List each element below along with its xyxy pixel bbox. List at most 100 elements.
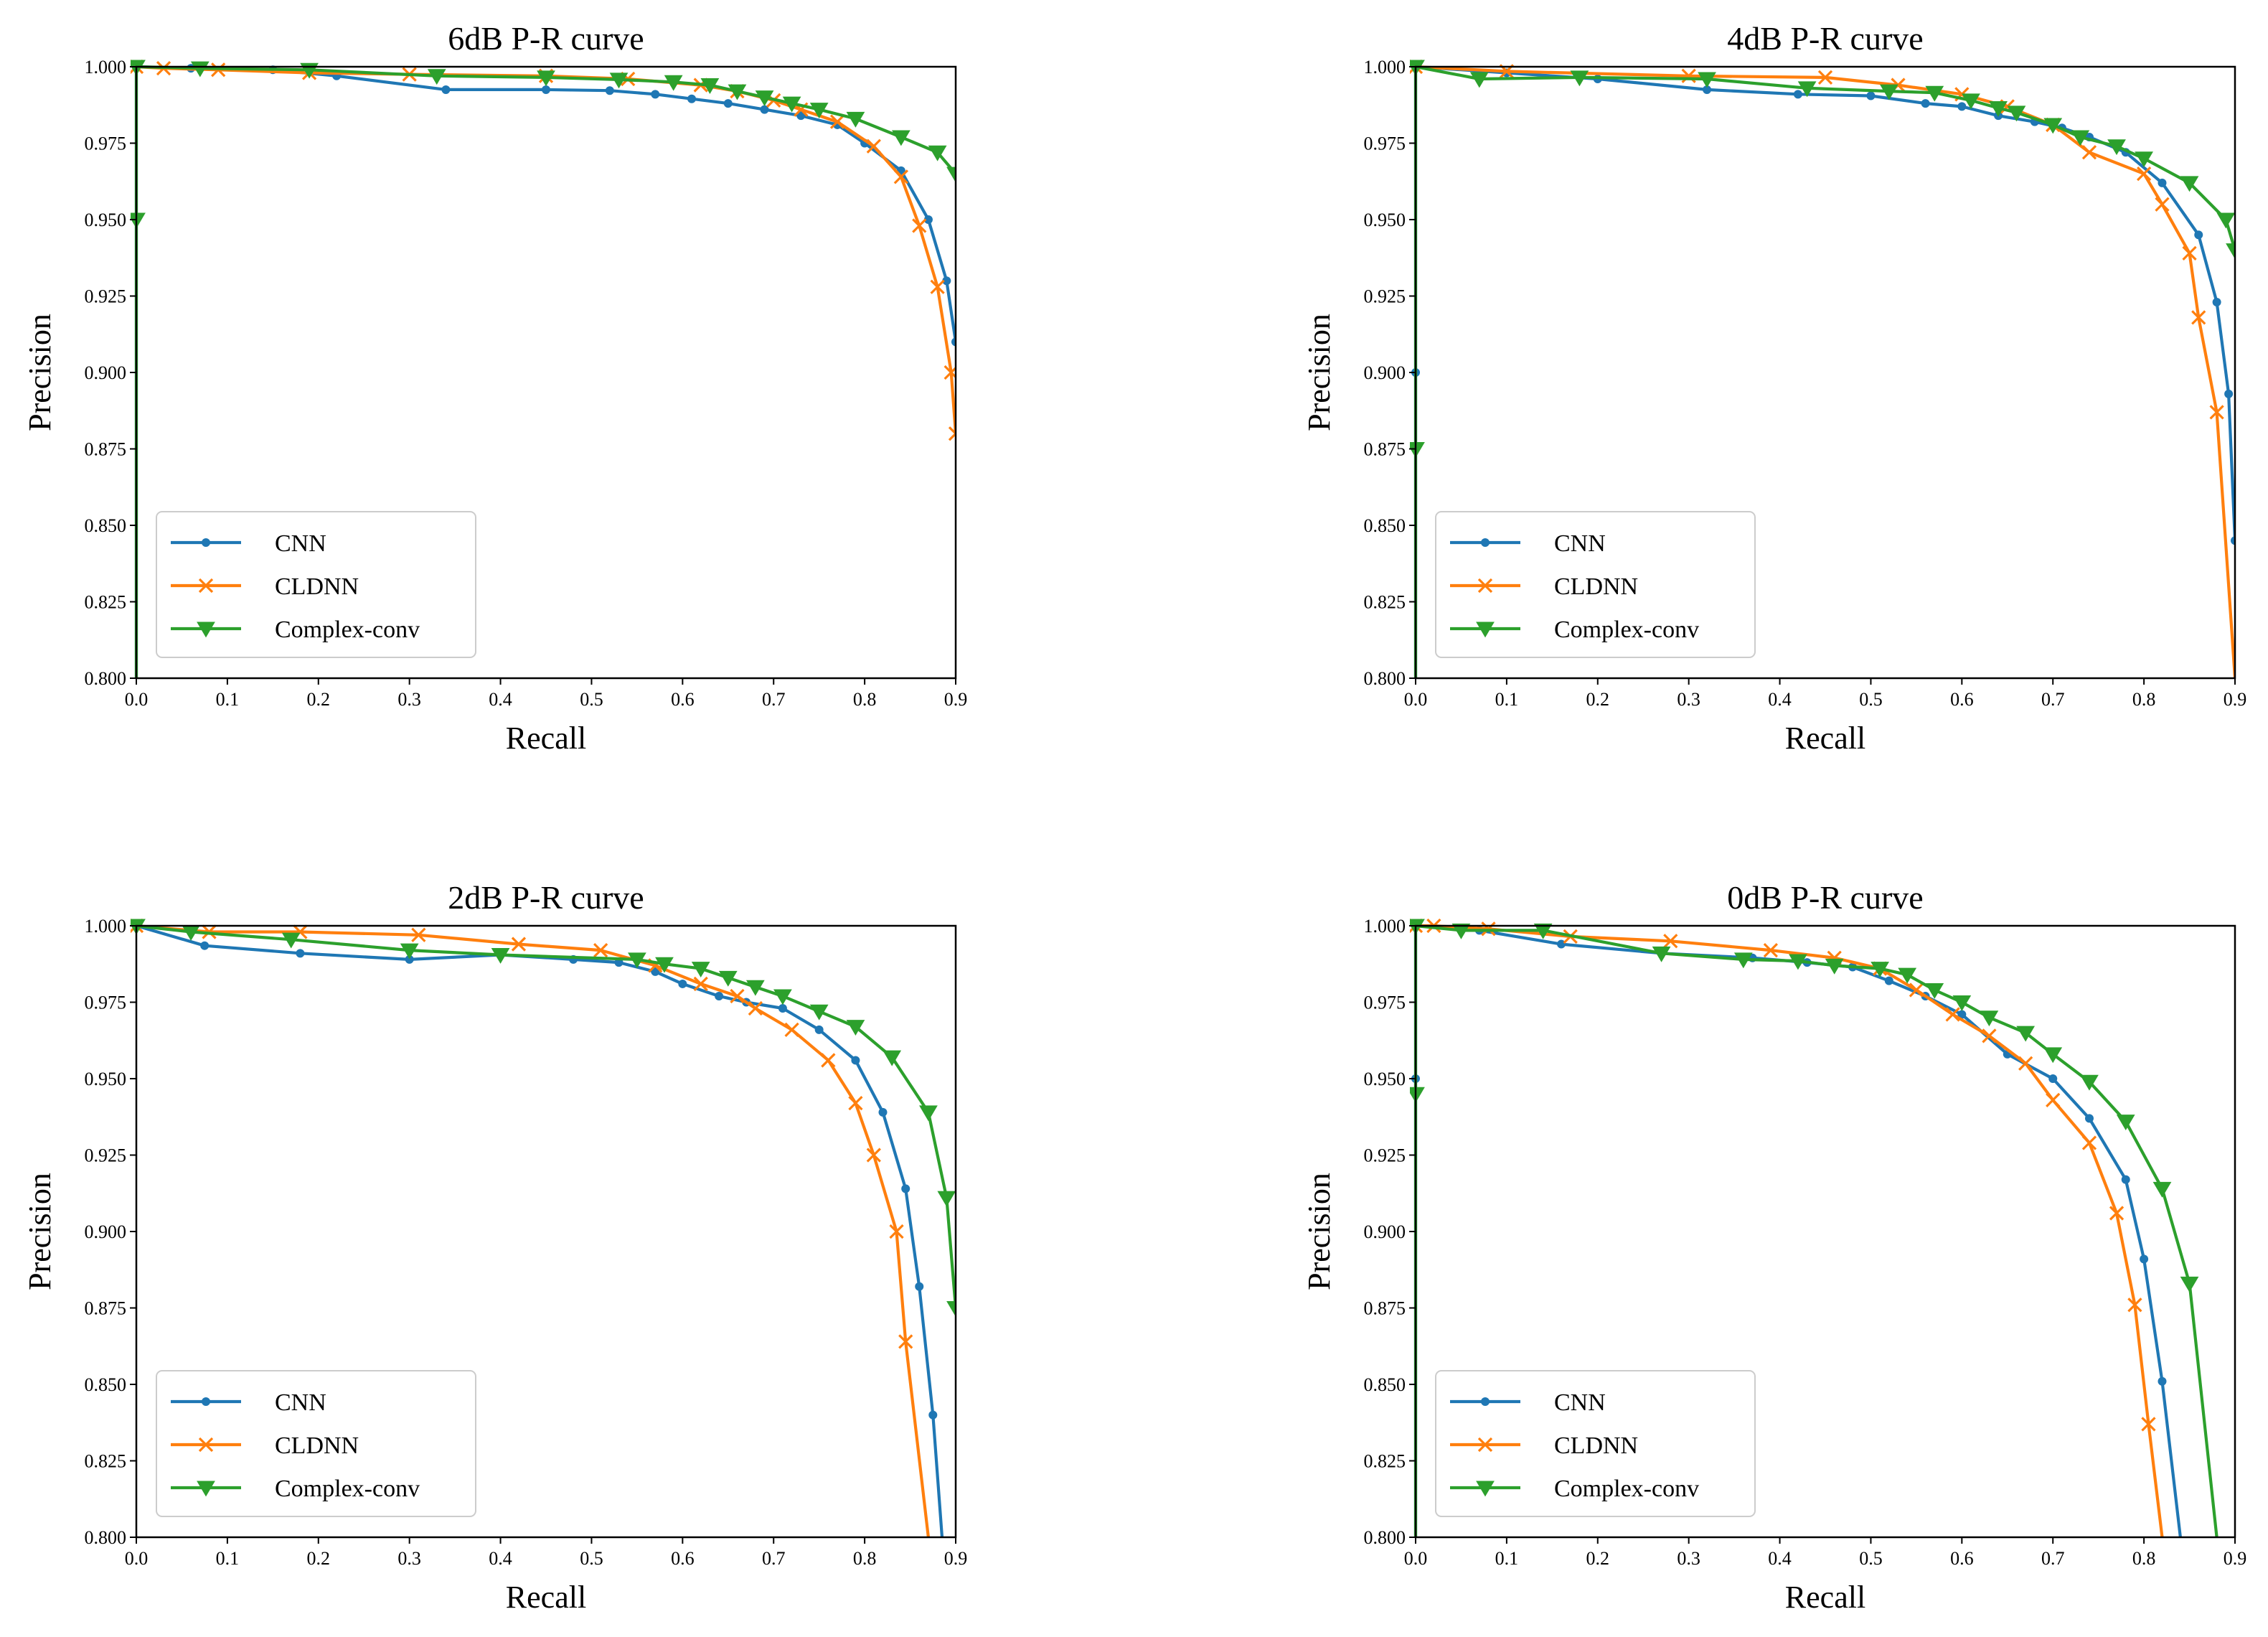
legend-marker-complex-conv [1476, 622, 1495, 638]
legend-marker-cnn [1481, 538, 1490, 547]
data-point-cnn [2194, 230, 2203, 240]
data-point-complex-conv [809, 1004, 829, 1021]
x-tick-label: 0.3 [1677, 689, 1700, 710]
y-tick-label: 0.950 [1364, 1069, 1406, 1089]
y-axis-label: Precision [1302, 1173, 1337, 1290]
y-tick-label: 0.850 [85, 515, 127, 536]
data-point-cldnn [730, 988, 745, 1004]
data-point-complex-conv [1570, 70, 1589, 87]
data-point-complex-conv [1879, 84, 1898, 100]
data-point-cnn [2158, 178, 2167, 187]
y-tick-label: 0.875 [85, 1298, 127, 1319]
data-point-complex-conv [1871, 962, 1890, 978]
x-tick-label: 0.0 [125, 1548, 149, 1569]
legend-label-cnn: CNN [1554, 530, 1606, 557]
data-point-cldnn [848, 1095, 863, 1111]
data-point-complex-conv [2180, 176, 2199, 192]
legend-label-cnn: CNN [275, 530, 326, 557]
data-point-cnn [2158, 1376, 2167, 1386]
x-tick-label: 0.7 [2041, 689, 2065, 710]
data-point-cldnn [1763, 942, 1779, 958]
y-tick-label: 0.925 [1364, 286, 1406, 307]
y-tick-label: 0.850 [85, 1374, 127, 1395]
x-tick-label: 0.7 [762, 1548, 786, 1569]
data-point-complex-conv [281, 932, 301, 949]
y-tick-label: 0.925 [85, 1145, 127, 1166]
data-point-cldnn [866, 1148, 881, 1163]
x-tick-label: 0.5 [580, 689, 603, 710]
y-tick-label: 0.850 [1364, 1374, 1406, 1395]
legend-marker-cnn [202, 538, 210, 547]
data-point-complex-conv [2043, 118, 2063, 134]
x-tick-label: 0.3 [1677, 1548, 1700, 1569]
x-tick-label: 0.2 [307, 689, 331, 710]
data-point-cnn [2121, 1175, 2130, 1184]
data-point-cnn [928, 1410, 938, 1420]
data-point-cnn [2224, 389, 2234, 398]
legend-label-complex-conv: Complex-conv [1554, 1476, 1699, 1502]
y-tick-label: 0.825 [1364, 1451, 1406, 1472]
x-tick-label: 0.5 [1859, 689, 1883, 710]
data-point-cldnn [1945, 1007, 1960, 1022]
x-tick-label: 0.4 [489, 1548, 512, 1569]
data-point-cnn [1921, 99, 1930, 108]
data-point-cldnn [2081, 1135, 2097, 1150]
data-point-cldnn [2209, 405, 2224, 420]
data-point-cldnn [930, 279, 945, 294]
x-tick-label: 0.0 [1404, 1548, 1428, 1569]
x-tick-label: 0.7 [2041, 1548, 2065, 1569]
data-point-complex-conv [1898, 967, 1917, 984]
data-point-complex-conv [1952, 995, 1972, 1011]
data-point-cnn [678, 979, 687, 988]
data-point-complex-conv [1962, 93, 1980, 110]
y-tick-label: 0.825 [1364, 592, 1406, 613]
legend-box [156, 1370, 476, 1517]
data-point-complex-conv [1925, 85, 1944, 102]
data-point-cldnn [898, 1334, 913, 1349]
legend-label-complex-conv: Complex-conv [1554, 616, 1699, 643]
y-tick-label: 0.900 [85, 362, 127, 383]
legend: CNN CLDNN Complex-conv [156, 1370, 476, 1517]
x-tick-label: 0.6 [671, 689, 695, 710]
data-point-cldnn [2141, 1417, 2156, 1432]
y-axis-label: Precision [1302, 314, 1337, 431]
data-point-cnn [878, 1107, 888, 1117]
x-tick-label: 0.1 [1495, 689, 1519, 710]
y-tick-label: 0.900 [1364, 362, 1406, 383]
y-tick-label: 0.875 [1364, 1298, 1406, 1319]
data-point-cldnn [1817, 70, 1833, 85]
data-point-complex-conv [2107, 139, 2126, 156]
data-point-cnn [200, 941, 210, 950]
data-point-cnn [1957, 102, 1967, 111]
data-point-complex-conv [1989, 101, 2008, 117]
legend-marker-cldnn [1477, 1437, 1493, 1453]
data-point-cnn [1866, 91, 1876, 100]
legend-box [1435, 1370, 1756, 1517]
x-tick-label: 0.8 [2132, 1548, 2156, 1569]
chart-title: 6dB P-R curve [448, 20, 644, 57]
data-point-cnn [723, 99, 733, 108]
legend-label-cldnn: CLDNN [275, 1432, 359, 1459]
series-line-complex-conv [136, 924, 956, 1308]
x-tick-label: 0.6 [671, 1548, 695, 1569]
x-tick-label: 0.1 [216, 689, 240, 710]
data-point-cnn [2212, 298, 2221, 307]
data-point-cnn [901, 1184, 911, 1193]
x-tick-label: 0.4 [489, 689, 512, 710]
legend-label-complex-conv: Complex-conv [275, 1476, 420, 1502]
x-tick-label: 0.1 [1495, 1548, 1519, 1569]
x-tick-label: 0.2 [1586, 1548, 1610, 1569]
data-point-cnn [605, 86, 614, 95]
legend-marker-cldnn [198, 578, 214, 594]
y-axis-label: Precision [22, 314, 57, 431]
data-point-complex-conv [400, 943, 419, 960]
x-tick-label: 0.8 [2132, 689, 2156, 710]
data-point-complex-conv [2180, 1276, 2199, 1293]
data-point-complex-conv [2135, 151, 2153, 168]
data-point-complex-conv [846, 1020, 865, 1036]
x-tick-label: 0.4 [1768, 689, 1792, 710]
data-point-cnn [1793, 90, 1802, 99]
data-point-cldnn [2127, 1298, 2142, 1313]
data-point-complex-conv [655, 957, 674, 973]
y-tick-label: 0.875 [85, 439, 127, 460]
